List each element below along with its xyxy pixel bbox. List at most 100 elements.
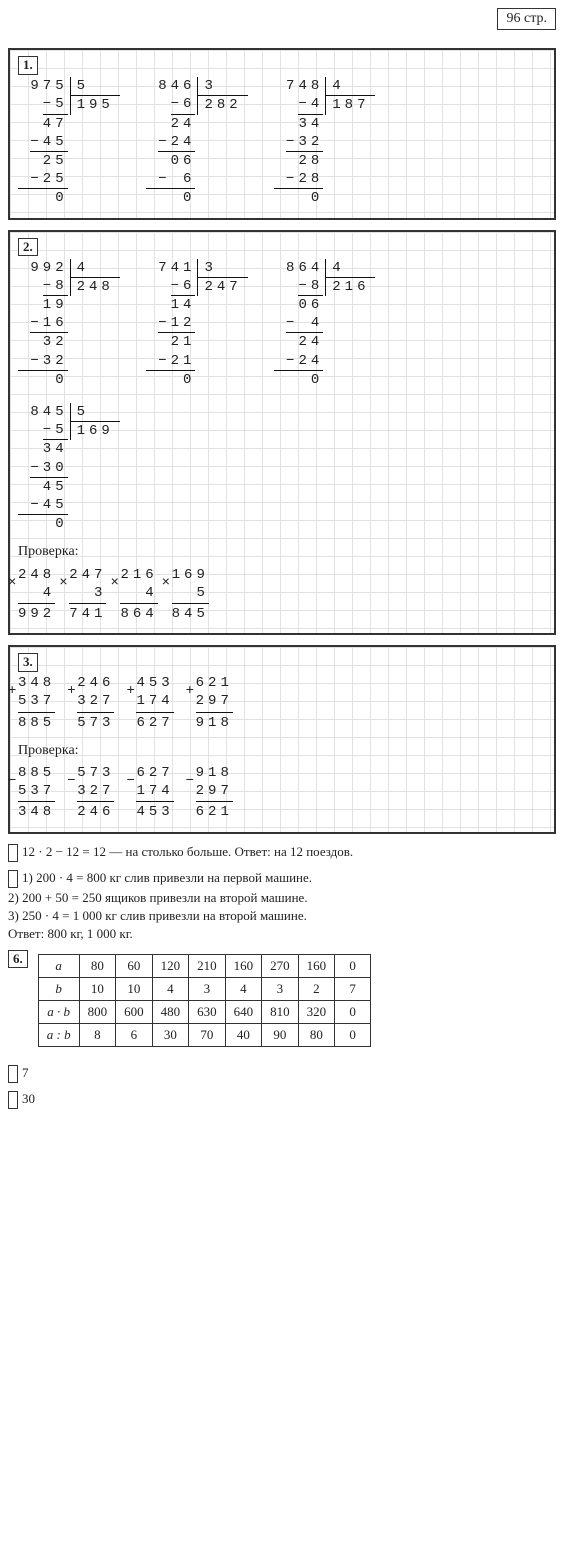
division-divisor-quotient: 3247 [197, 259, 247, 389]
table-cell: 3 [262, 977, 299, 1000]
table-cell: b [38, 977, 79, 1000]
task-3-label: 3. [18, 653, 38, 672]
panel-3: 3. +348 537885+246 327573+453 174627+621… [8, 645, 556, 834]
table-cell: 160 [298, 954, 335, 977]
table-cell: a · b [38, 1000, 79, 1023]
panel-3-check-label: Проверка: [18, 742, 546, 760]
table-cell: 270 [262, 954, 299, 977]
table-cell: 160 [225, 954, 262, 977]
panel-2: 2. 992−819−16 32 −32 04248 741−614−12 21… [8, 230, 556, 636]
division-work-column: 741−614−12 21 −21 0 [146, 259, 198, 389]
division-work-column: 864−806− 4 24 −24 0 [274, 259, 326, 389]
division-divisor-quotient: 5169 [70, 403, 120, 533]
division-divisor-quotient: 4216 [325, 259, 375, 389]
table-row: b1010434327 [38, 977, 370, 1000]
long-division: 992−819−16 32 −32 04248 [18, 259, 120, 389]
table-cell: 480 [152, 1000, 189, 1023]
table-cell: 7 [335, 977, 371, 1000]
panel-2-divisions-row1: 992−819−16 32 −32 04248 741−614−12 21 −2… [18, 259, 546, 389]
table-cell: 3 [189, 977, 226, 1000]
table-cell: 8 [79, 1023, 116, 1046]
division-work-column: 975−547−45 25 −25 0 [18, 77, 70, 207]
division-work-column: 845−534−30 45 −45 0 [18, 403, 70, 533]
page-number-box: 96 стр. [497, 8, 556, 30]
task-5: 5. 1) 200 · 4 = 800 кг слив привезли на п… [8, 870, 556, 942]
task-2-label: 2. [18, 238, 38, 257]
table-cell: 0 [335, 954, 371, 977]
task-1-label: 1. [18, 56, 38, 75]
table-cell: 4 [152, 977, 189, 1000]
panel-2-check-label: Проверка: [18, 543, 546, 561]
table-row: a · b8006004806306408103200 [38, 1000, 370, 1023]
panel-3-additions: +348 537885+246 327573+453 174627+621 29… [18, 674, 546, 732]
division-work-column: 748−434−32 28 −28 0 [274, 77, 326, 207]
addition-block: +453 174627 [136, 674, 173, 732]
division-divisor-quotient: 5195 [70, 77, 120, 207]
panel-1-divisions: 975−547−45 25 −25 05195 846−624−24 06 − … [18, 77, 546, 207]
table-cell: 80 [79, 954, 116, 977]
multiplication-check: ×216 4 864 [120, 566, 157, 624]
long-division: 748−434−32 28 −28 04187 [274, 77, 376, 207]
multiplication-check: ×248 4 992 [18, 566, 55, 624]
long-division: 845−534−30 45 −45 05169 [18, 403, 120, 533]
task-8-text: 30 [22, 1091, 35, 1106]
panel-1: 1. 975−547−45 25 −25 05195 846−624−24 06… [8, 48, 556, 220]
table-cell: 90 [262, 1023, 299, 1046]
subtraction-block: −573 327246 [77, 764, 114, 822]
long-division: 741−614−12 21 −21 03247 [146, 259, 248, 389]
table-cell: 70 [189, 1023, 226, 1046]
table-cell: a : b [38, 1023, 79, 1046]
table-cell: 0 [335, 1000, 371, 1023]
division-work-column: 846−624−24 06 − 6 0 [146, 77, 198, 207]
task-4-text: 12 · 2 − 12 = 12 — на столько больше. От… [22, 844, 353, 859]
table-row: a80601202101602701600 [38, 954, 370, 977]
table-cell: 60 [116, 954, 153, 977]
table-row: a : b8630704090800 [38, 1023, 370, 1046]
table-cell: a [38, 954, 79, 977]
division-divisor-quotient: 3282 [197, 77, 247, 207]
task-6-table: a80601202101602701600b1010434327a · b800… [38, 954, 371, 1047]
multiplication-check: ×169 5 845 [172, 566, 209, 624]
table-cell: 630 [189, 1000, 226, 1023]
table-cell: 320 [298, 1000, 335, 1023]
task-8-label: 8. [8, 1091, 18, 1109]
table-cell: 80 [298, 1023, 335, 1046]
panel-3-subtractions: −885 537348−573 327246−627 174453−918 29… [18, 764, 546, 822]
addition-block: +621 297918 [196, 674, 233, 732]
table-cell: 640 [225, 1000, 262, 1023]
panel-2-checks: ×248 4 992 ×247 3 741 ×216 4 864 ×169 5 845 [18, 566, 546, 624]
table-cell: 10 [79, 977, 116, 1000]
task-5-line-2: 2) 200 + 50 = 250 ящиков привезли на вто… [8, 890, 308, 905]
task-6-label: 6. [8, 950, 28, 968]
task-4-label: 4. [8, 844, 18, 862]
task-7-label: 7. [8, 1065, 18, 1083]
subtraction-block: −918 297621 [196, 764, 233, 822]
table-cell: 210 [189, 954, 226, 977]
panel-2-divisions-row2: 845−534−30 45 −45 05169 [18, 403, 546, 533]
long-division: 846−624−24 06 − 6 03282 [146, 77, 248, 207]
task-8: 8.30 [8, 1091, 556, 1109]
table-cell: 800 [79, 1000, 116, 1023]
multiplication-check: ×247 3 741 [69, 566, 106, 624]
task-5-label: 5. [8, 870, 18, 888]
table-cell: 600 [116, 1000, 153, 1023]
table-cell: 30 [152, 1023, 189, 1046]
table-cell: 810 [262, 1000, 299, 1023]
table-cell: 0 [335, 1023, 371, 1046]
task-6: 6. a80601202101602701600b1010434327a · b… [8, 950, 556, 1057]
division-divisor-quotient: 4248 [70, 259, 120, 389]
table-cell: 40 [225, 1023, 262, 1046]
table-cell: 2 [298, 977, 335, 1000]
subtraction-block: −627 174453 [136, 764, 173, 822]
table-cell: 6 [116, 1023, 153, 1046]
table-cell: 4 [225, 977, 262, 1000]
task-7-text: 7 [22, 1065, 29, 1080]
long-division: 864−806− 4 24 −24 04216 [274, 259, 376, 389]
table-cell: 120 [152, 954, 189, 977]
task-4: 4. 12 · 2 − 12 = 12 — на столько больше. … [8, 844, 556, 862]
task-5-line-4: Ответ: 800 кг, 1 000 кг. [8, 926, 133, 941]
task-5-line-1: 1) 200 · 4 = 800 кг слив привезли на пер… [22, 870, 312, 885]
division-work-column: 992−819−16 32 −32 0 [18, 259, 70, 389]
addition-block: +246 327573 [77, 674, 114, 732]
long-division: 975−547−45 25 −25 05195 [18, 77, 120, 207]
